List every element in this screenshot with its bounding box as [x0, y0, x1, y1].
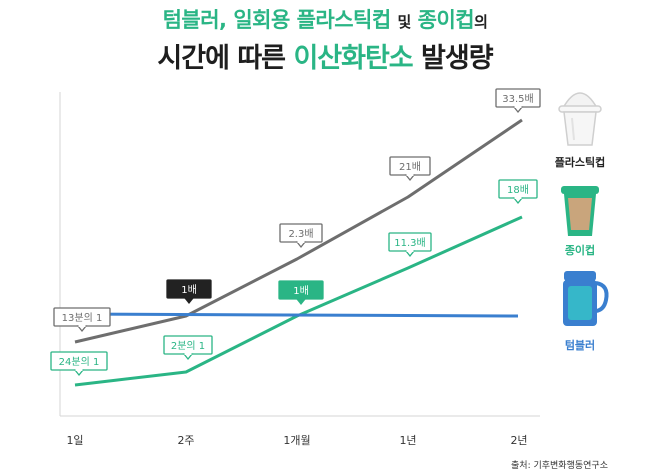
x-tick-label: 1년 — [399, 434, 416, 447]
data-label-paper-pointer-mask — [514, 196, 522, 199]
data-label-paper-pointer-mask — [406, 249, 414, 252]
data-label-paper: 2분의 1 — [163, 335, 213, 361]
data-label-plastic: 1배 — [166, 279, 212, 305]
data-label-plastic-text: 2.3배 — [288, 228, 313, 240]
plastic-cup-icon — [558, 92, 602, 146]
chart-title-line1: 텀블러, 일회용 플라스틱컵 및 종이컵의 — [0, 4, 650, 34]
title-suffix: 의 — [474, 13, 488, 31]
data-label-plastic-pointer-mask — [297, 240, 305, 243]
title2-accent: 이산화탄소 — [293, 43, 413, 74]
data-label-plastic: 21배 — [389, 156, 431, 182]
data-label-paper-text: 1배 — [293, 285, 309, 297]
data-label-plastic-text: 1배 — [181, 284, 197, 296]
legend-label-tumbler: 텀블러 — [564, 339, 596, 352]
title2-prefix: 시간에 따른 — [157, 43, 286, 74]
x-tick-label: 1개월 — [283, 434, 310, 447]
data-label-plastic-text: 33.5배 — [502, 93, 533, 105]
x-tick-label: 2년 — [510, 434, 527, 447]
data-label-plastic-text: 21배 — [399, 161, 421, 173]
data-label-plastic-pointer-mask — [185, 296, 193, 299]
legend-label-paper: 종이컵 — [564, 244, 596, 257]
data-label-paper: 1배 — [278, 280, 324, 306]
title-accent2: 종이컵 — [417, 8, 475, 32]
legend-label-plastic: 플라스틱컵 — [554, 156, 606, 169]
series-line — [59, 312, 519, 318]
data-label-paper-pointer-mask — [75, 368, 83, 371]
tumbler-icon — [563, 271, 609, 326]
data-label-paper-pointer-mask — [297, 297, 305, 300]
data-label-plastic-text: 13분의 1 — [62, 312, 103, 324]
data-label-plastic-pointer-mask — [514, 105, 522, 108]
data-label-paper-pointer-mask — [184, 352, 192, 355]
data-label-paper-text: 18배 — [507, 184, 529, 196]
title-accent: 텀블러, 일회용 플라스틱컵 — [162, 8, 392, 32]
data-label-plastic: 2.3배 — [279, 223, 323, 249]
data-label-paper: 18배 — [498, 179, 538, 205]
data-label-paper-text: 24분의 1 — [59, 356, 100, 368]
chart-title-line2: 시간에 따른 이산화탄소 발생량 — [0, 36, 650, 75]
data-label-paper: 11.3배 — [388, 232, 432, 258]
paper-cup-icon — [561, 186, 599, 236]
x-tick-label: 1일 — [66, 433, 83, 447]
data-label-plastic-pointer-mask — [78, 324, 86, 327]
data-label-paper: 24분의 1 — [50, 351, 108, 377]
data-label-plastic: 13분의 1 — [53, 307, 111, 333]
data-label-paper-text: 11.3배 — [394, 237, 425, 249]
series-line — [74, 118, 523, 344]
title2-suffix: 발생량 — [421, 43, 494, 74]
data-label-paper-text: 2분의 1 — [171, 340, 205, 352]
title-connector: 및 — [397, 13, 412, 31]
data-label-plastic: 33.5배 — [495, 88, 541, 114]
source-note: 출처: 기후변화행동연구소 — [511, 461, 608, 471]
x-tick-label: 2주 — [177, 434, 194, 447]
data-label-plastic-pointer-mask — [406, 173, 414, 176]
